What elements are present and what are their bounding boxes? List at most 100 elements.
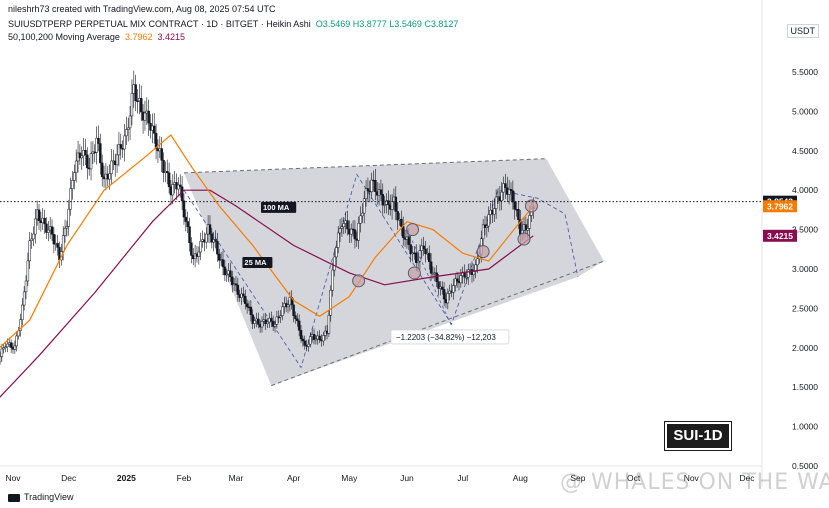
candle-body [361,212,364,217]
candle-body [390,201,394,210]
candle-body [19,319,22,331]
candle-body [56,243,59,248]
candle-body [493,208,496,215]
candle-body [182,200,186,218]
candle-body [32,233,35,240]
candle-body [513,201,516,210]
candle-body [128,115,132,129]
candle-body [165,171,169,174]
candle-body [427,252,431,262]
candle-body [71,180,74,189]
candle-body [190,242,193,256]
candle-body [61,235,65,252]
candle-body [184,216,188,222]
candle-body [279,315,282,318]
tradingview-logo[interactable]: TradingView [8,492,74,502]
candle-body [139,98,143,113]
candle-body [245,303,249,308]
tradingview-icon [8,493,20,502]
candle-body [400,218,403,227]
candle-body [437,281,440,289]
candle-body [349,228,353,235]
x-tick-label: Sep [570,473,585,483]
candle-body [296,318,299,322]
candle-body [130,93,134,117]
candle-body [441,286,444,290]
candle-body [136,100,139,102]
candle-body [286,304,290,308]
wedge-pattern [184,158,604,386]
candle-body [2,347,5,350]
candle-body [340,226,344,229]
candle-body [15,335,18,347]
candle-body [249,306,253,316]
ma-label-text: 100 MA [263,203,290,212]
candle-body [229,270,232,278]
candle-body [225,273,228,276]
candle-body [257,318,260,325]
x-tick-label: Mar [229,473,244,483]
candle-body [401,226,405,238]
candle-body [281,306,284,316]
candle-body [322,335,325,342]
candle-body [294,315,297,320]
candle-body [6,343,9,348]
candle-body [307,343,310,347]
candle-body [216,241,219,255]
candle-body [108,173,111,180]
y-tick-label: 2.5000 [792,303,818,313]
candle-body [507,189,511,195]
candle-body [242,293,245,297]
candle-body [338,228,342,234]
ma-legend[interactable]: 50,100,200 Moving Average 3.7962 3.4215 [8,32,185,42]
candle-body [318,335,321,340]
candle-body [429,261,433,274]
x-tick-label: Jul [457,473,468,483]
symbol-text: SUIUSDTPERP PERPETUAL MIX CONTRACT · 1D … [8,19,311,29]
candle-body [301,338,305,342]
candle-body [357,223,360,241]
candle-body [517,209,520,221]
touch-point-circle [524,199,538,213]
candle-body [442,289,446,300]
candle-body [335,247,338,258]
candle-body [292,304,295,316]
candle-body [50,226,54,235]
candle-body [152,125,156,134]
candle-body [309,336,312,345]
candle-body [273,324,277,327]
y-tick-label: 2.0000 [792,343,818,353]
candle-body [359,215,362,224]
x-tick-label: Feb [177,473,192,483]
x-tick-label: Dec [61,473,77,483]
candle-body [28,240,31,262]
candle-body [312,334,316,340]
touch-point-circle [407,266,421,280]
candle-body [336,232,340,248]
candle-body [362,198,366,214]
candle-body [346,220,349,230]
candle-body [180,186,184,202]
currency-label[interactable]: USDT [786,24,819,38]
measure-text: −1.2203 (−34.82%) −12,203 [396,333,496,342]
candle-body [528,215,531,229]
candle-body [30,238,33,242]
candle-body [37,209,41,221]
candle-body [271,320,275,327]
candle-body [424,248,427,254]
ma-legend-label: 50,100,200 Moving Average [8,32,120,42]
touch-point-circle [352,274,366,288]
candle-body [89,153,93,170]
candle-body [418,250,422,262]
candle-body [210,234,214,243]
y-tick-label: 5.0000 [792,106,818,116]
candle-body [485,225,489,228]
candle-body [125,129,128,137]
candle-body [327,315,331,334]
touch-point-circle [406,223,420,237]
ohlc-values: O3.5469 H3.8777 L3.5469 C3.8127 [315,19,459,29]
candle-body [396,211,399,221]
candle-body [95,137,98,153]
x-tick-label: May [341,473,358,483]
